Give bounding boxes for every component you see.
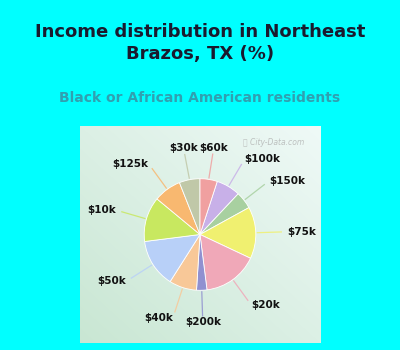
Wedge shape	[157, 183, 200, 235]
Wedge shape	[145, 234, 200, 282]
Text: $30k: $30k	[169, 144, 198, 154]
Wedge shape	[200, 181, 238, 235]
Text: Income distribution in Northeast
Brazos, TX (%): Income distribution in Northeast Brazos,…	[35, 23, 365, 63]
Text: $100k: $100k	[244, 154, 280, 164]
Text: $50k: $50k	[97, 276, 126, 286]
Text: $75k: $75k	[288, 227, 316, 237]
Wedge shape	[170, 234, 200, 290]
Wedge shape	[200, 234, 250, 290]
Text: $125k: $125k	[112, 159, 148, 169]
Wedge shape	[144, 199, 200, 241]
Wedge shape	[200, 194, 249, 234]
Text: $200k: $200k	[185, 317, 221, 327]
Text: $10k: $10k	[87, 205, 116, 215]
Text: $60k: $60k	[199, 143, 228, 153]
Text: Black or African American residents: Black or African American residents	[60, 91, 340, 105]
Wedge shape	[180, 179, 200, 234]
Text: $20k: $20k	[252, 300, 280, 310]
Text: $150k: $150k	[269, 176, 305, 186]
Text: ⧙ City-Data.com: ⧙ City-Data.com	[243, 138, 305, 147]
Wedge shape	[200, 179, 217, 234]
Wedge shape	[200, 208, 256, 258]
Text: $40k: $40k	[144, 313, 173, 323]
Wedge shape	[196, 234, 207, 290]
